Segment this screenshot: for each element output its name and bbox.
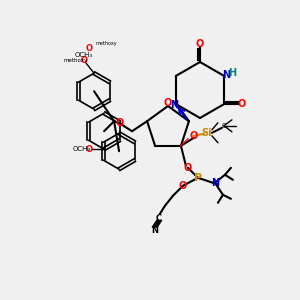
Text: methoxy: methoxy [95, 41, 117, 46]
Text: methoxy: methoxy [64, 58, 88, 63]
Text: N: N [152, 226, 158, 235]
Text: O: O [164, 98, 172, 108]
Text: O: O [179, 181, 187, 191]
Text: O: O [196, 39, 204, 49]
Text: O: O [85, 44, 93, 53]
Text: N: N [170, 100, 178, 110]
Text: H: H [228, 68, 236, 78]
Text: O: O [190, 131, 198, 141]
Text: O: O [184, 163, 192, 173]
Text: O: O [237, 99, 245, 109]
Text: C: C [222, 123, 226, 129]
Text: O: O [116, 118, 124, 128]
Text: N: N [211, 178, 219, 188]
Polygon shape [175, 103, 189, 121]
Text: O: O [81, 56, 88, 65]
Text: C: C [156, 214, 162, 223]
Text: OCH₃: OCH₃ [73, 146, 91, 152]
Text: Si: Si [202, 128, 212, 138]
Text: N: N [222, 70, 230, 80]
Text: O: O [85, 145, 93, 154]
Text: OCH₃: OCH₃ [75, 52, 93, 58]
Text: P: P [194, 173, 202, 183]
